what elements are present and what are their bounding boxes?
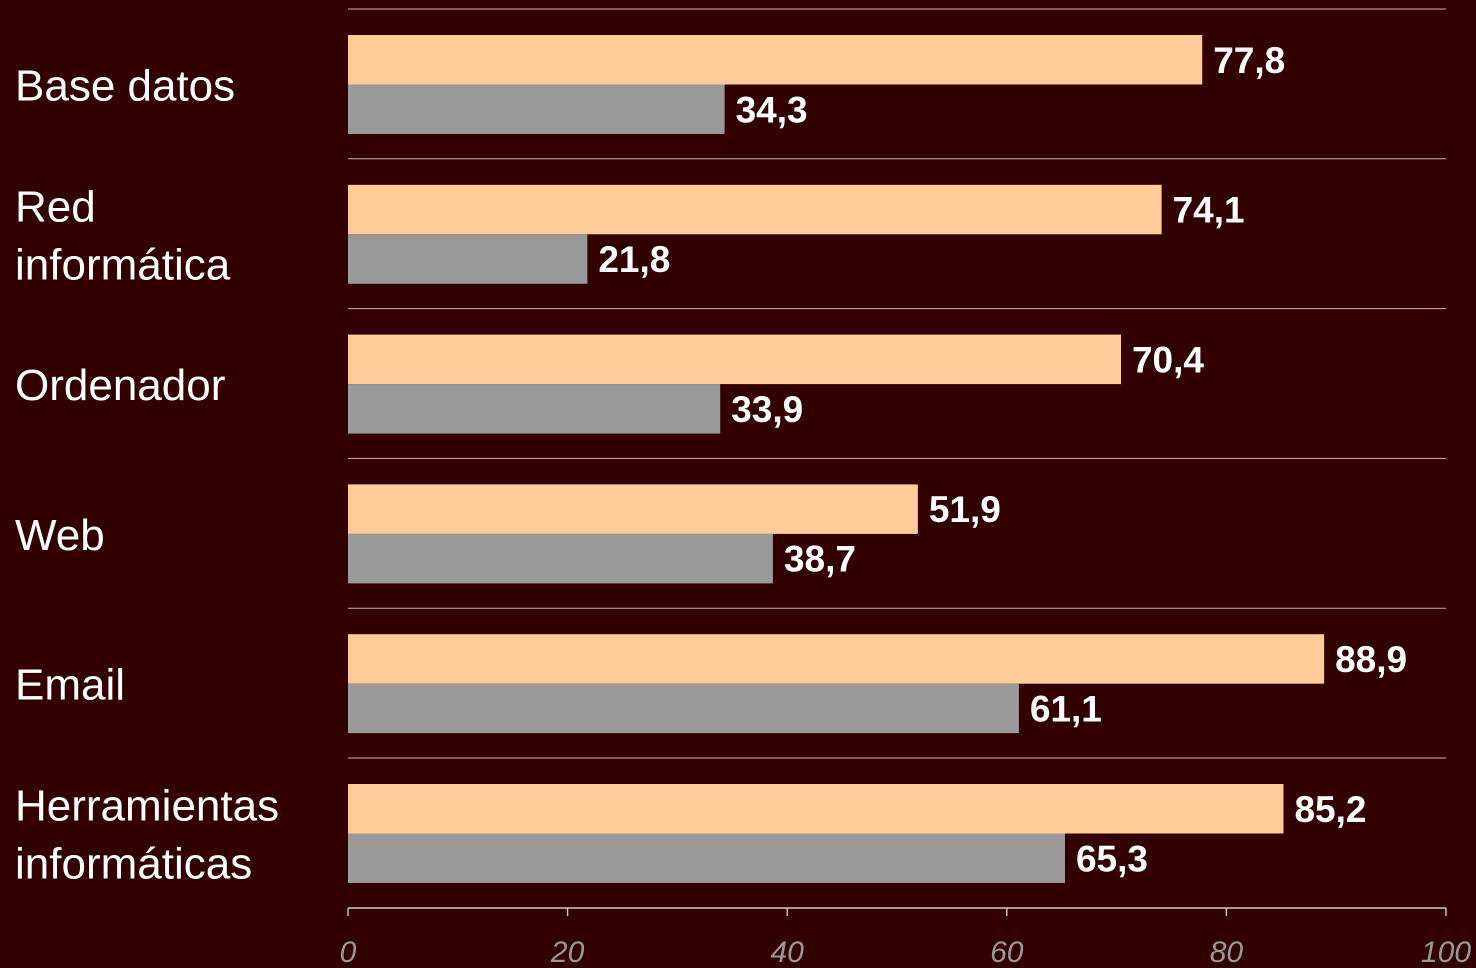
x-tick-label: 80 xyxy=(1210,936,1244,968)
data-label: 85,2 xyxy=(1294,789,1366,830)
category-label: Web xyxy=(15,511,105,560)
category-label: Ordenador xyxy=(15,361,225,410)
data-label: 65,3 xyxy=(1076,838,1148,879)
category-label: Base datos xyxy=(15,62,235,111)
x-tick-label: 20 xyxy=(550,936,585,968)
category-label: Herramientas xyxy=(15,782,279,831)
bar-series2 xyxy=(348,234,588,284)
data-label: 33,9 xyxy=(731,389,803,430)
x-tick-label: 0 xyxy=(340,936,357,968)
bar-series2 xyxy=(348,833,1065,883)
data-label: 77,8 xyxy=(1213,40,1285,81)
data-label: 34,3 xyxy=(736,89,808,130)
data-label: 38,7 xyxy=(784,539,856,580)
bar-series2 xyxy=(348,683,1019,734)
data-label: 51,9 xyxy=(929,489,1001,530)
bar-series1 xyxy=(348,484,918,534)
bar-series1 xyxy=(348,634,1325,684)
bar-series1 xyxy=(348,784,1284,834)
data-label: 61,1 xyxy=(1030,688,1102,729)
bar-series1 xyxy=(348,334,1121,385)
data-label: 74,1 xyxy=(1173,190,1245,231)
bar-series1 xyxy=(348,35,1203,85)
data-label: 88,9 xyxy=(1335,639,1407,680)
x-tick-label: 60 xyxy=(990,936,1024,968)
category-label: Email xyxy=(15,661,125,710)
bar-series2 xyxy=(348,384,721,434)
bar-series2 xyxy=(348,533,773,584)
data-label: 21,8 xyxy=(598,239,670,280)
x-tick-label: 100 xyxy=(1421,936,1471,968)
category-label: informática xyxy=(15,240,231,289)
category-label: Red xyxy=(15,182,96,231)
data-label: 70,4 xyxy=(1132,339,1204,380)
bar-series2 xyxy=(348,84,725,134)
category-label: informáticas xyxy=(15,840,252,889)
bar-series1 xyxy=(348,184,1162,235)
x-tick-label: 40 xyxy=(771,936,805,968)
